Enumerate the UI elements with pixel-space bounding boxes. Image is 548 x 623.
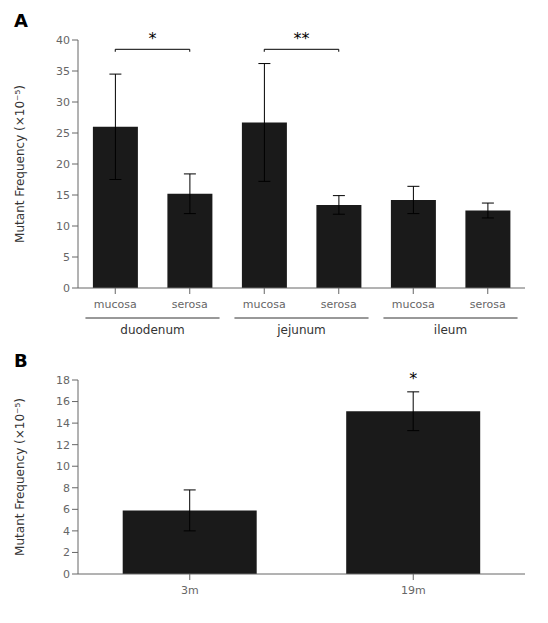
svg-text:serosa: serosa [172, 298, 208, 311]
svg-text:6: 6 [63, 503, 70, 516]
html-text:B: B [14, 350, 28, 371]
svg-text:**: ** [294, 29, 310, 48]
svg-text:35: 35 [56, 65, 70, 78]
svg-text:14: 14 [56, 417, 70, 430]
svg-text:mucosa: mucosa [94, 298, 137, 311]
svg-text:*: * [149, 29, 157, 48]
svg-text:15: 15 [56, 189, 70, 202]
svg-text:Mutant Frequency (×10⁻⁵): Mutant Frequency (×10⁻⁵) [13, 398, 27, 556]
svg-text:Mutant Frequency (×10⁻⁵): Mutant Frequency (×10⁻⁵) [13, 85, 27, 243]
svg-text:40: 40 [56, 34, 70, 47]
svg-text:20: 20 [56, 158, 70, 171]
svg-text:serosa: serosa [470, 298, 506, 311]
svg-text:18: 18 [56, 374, 70, 387]
svg-text:mucosa: mucosa [392, 298, 435, 311]
svg-text:30: 30 [56, 96, 70, 109]
svg-text:2: 2 [63, 546, 70, 559]
html-text:A: A [14, 10, 28, 31]
svg-text:jejunum: jejunum [276, 323, 326, 337]
svg-text:mucosa: mucosa [243, 298, 286, 311]
svg-text:10: 10 [56, 220, 70, 233]
svg-text:*: * [409, 369, 417, 388]
svg-text:0: 0 [63, 282, 70, 295]
svg-text:8: 8 [63, 482, 70, 495]
svg-text:ileum: ileum [434, 323, 467, 337]
svg-text:25: 25 [56, 127, 70, 140]
svg-text:duodenum: duodenum [120, 323, 184, 337]
svg-text:3m: 3m [181, 584, 199, 597]
svg-text:12: 12 [56, 439, 70, 452]
svg-text:0: 0 [63, 568, 70, 581]
svg-text:19m: 19m [401, 584, 426, 597]
svg-text:16: 16 [56, 395, 70, 408]
svg-text:10: 10 [56, 460, 70, 473]
svg-text:5: 5 [63, 251, 70, 264]
svg-text:serosa: serosa [321, 298, 357, 311]
svg-text:4: 4 [63, 525, 70, 538]
